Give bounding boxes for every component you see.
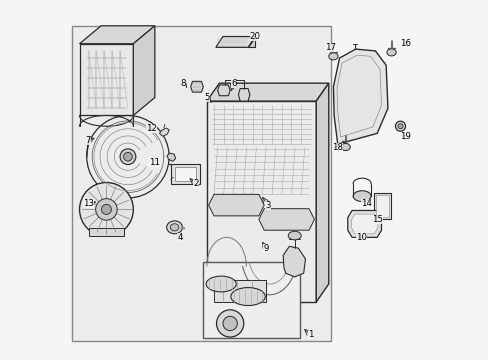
Ellipse shape — [120, 149, 136, 165]
Text: 3: 3 — [264, 201, 270, 210]
Ellipse shape — [123, 152, 132, 161]
Text: 5: 5 — [203, 93, 209, 102]
Text: 1: 1 — [307, 330, 313, 339]
Text: 17: 17 — [325, 43, 335, 52]
Polygon shape — [351, 214, 377, 234]
Polygon shape — [80, 26, 155, 44]
Polygon shape — [208, 194, 264, 216]
Ellipse shape — [352, 191, 370, 202]
Text: 19: 19 — [399, 132, 410, 141]
Text: 16: 16 — [399, 39, 410, 48]
Polygon shape — [133, 26, 155, 116]
Text: 7: 7 — [85, 136, 91, 145]
Polygon shape — [333, 49, 387, 144]
Polygon shape — [215, 37, 255, 47]
Text: 13: 13 — [83, 199, 94, 208]
Polygon shape — [167, 153, 175, 161]
Ellipse shape — [328, 53, 337, 60]
Ellipse shape — [170, 224, 179, 231]
Ellipse shape — [166, 221, 182, 234]
Ellipse shape — [223, 316, 237, 330]
Text: 15: 15 — [371, 215, 382, 224]
Text: 6: 6 — [230, 79, 236, 88]
Ellipse shape — [206, 276, 236, 292]
Polygon shape — [238, 89, 249, 101]
Ellipse shape — [395, 121, 405, 131]
Ellipse shape — [80, 183, 133, 236]
Polygon shape — [283, 246, 305, 277]
Text: 2: 2 — [193, 179, 199, 188]
Text: 20: 20 — [249, 32, 260, 41]
Ellipse shape — [216, 310, 244, 337]
Polygon shape — [190, 81, 203, 92]
Ellipse shape — [340, 143, 349, 150]
Ellipse shape — [230, 288, 265, 306]
Bar — [88, 228, 124, 235]
Ellipse shape — [287, 231, 301, 240]
Bar — [174, 167, 196, 181]
Polygon shape — [171, 164, 199, 184]
Text: 9: 9 — [263, 244, 268, 253]
Polygon shape — [80, 44, 133, 116]
Text: 10: 10 — [355, 233, 366, 242]
Text: 12: 12 — [145, 123, 157, 132]
Polygon shape — [206, 83, 328, 101]
Polygon shape — [217, 85, 230, 96]
Bar — [203, 262, 300, 338]
Bar — [72, 26, 330, 341]
Text: 4: 4 — [177, 233, 183, 242]
Polygon shape — [316, 83, 328, 302]
Polygon shape — [247, 37, 255, 47]
Bar — [373, 193, 390, 220]
Bar — [375, 195, 388, 217]
Polygon shape — [206, 101, 316, 302]
Text: 11: 11 — [149, 158, 160, 167]
Text: 8: 8 — [181, 79, 186, 88]
Ellipse shape — [96, 199, 117, 220]
Polygon shape — [159, 128, 169, 136]
Text: 14: 14 — [360, 199, 371, 208]
Ellipse shape — [386, 49, 395, 56]
Polygon shape — [347, 211, 381, 237]
Polygon shape — [214, 280, 265, 302]
Polygon shape — [258, 209, 314, 230]
Text: 18: 18 — [331, 143, 343, 152]
Ellipse shape — [101, 204, 111, 215]
Ellipse shape — [397, 124, 402, 129]
